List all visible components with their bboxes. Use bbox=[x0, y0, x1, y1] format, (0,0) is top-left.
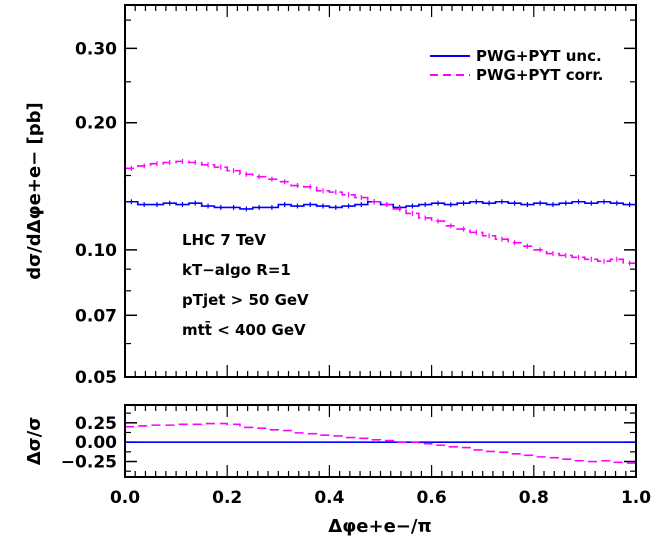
main-series-unc bbox=[125, 200, 636, 210]
main-plot-frame bbox=[124, 4, 637, 378]
x-tick-label: 0.4 bbox=[314, 488, 344, 508]
ratio-y-axis-label: Δσ/σ bbox=[24, 417, 45, 466]
legend: PWG+PYT unc. PWG+PYT corr. bbox=[430, 47, 603, 84]
main-y-tick-label: 0.07 bbox=[75, 306, 117, 326]
main-panel: 0.05 0.07 0.10 0.20 0.30 bbox=[75, 5, 637, 388]
annotation-mtt: mtt̄ < 400 GeV bbox=[182, 319, 306, 339]
main-y-axis-label: dσ/dΔφe+e− [pb] bbox=[24, 102, 45, 279]
main-series-corr bbox=[125, 160, 636, 264]
x-tick-label: 1.0 bbox=[621, 488, 651, 508]
annotation-ptjet: pTjet > 50 GeV bbox=[182, 291, 309, 309]
annotation-lhc: LHC 7 TeV bbox=[182, 231, 266, 249]
ratio-y-tick-label: −0.25 bbox=[61, 453, 117, 473]
series-layer bbox=[125, 158, 636, 464]
x-tick-label: 0.2 bbox=[212, 488, 242, 508]
main-y-tick-label: 0.20 bbox=[75, 114, 117, 134]
x-axis-label: Δφe+e−/π bbox=[328, 516, 431, 537]
legend-label-unc: PWG+PYT unc. bbox=[476, 47, 602, 65]
main-y-tick-label: 0.05 bbox=[75, 368, 117, 388]
annotations: LHC 7 TeV kT−algo R=1 pTjet > 50 GeV mtt… bbox=[182, 231, 309, 339]
x-tick-label: 0.8 bbox=[519, 488, 549, 508]
annotation-algo: kT−algo R=1 bbox=[182, 261, 291, 279]
ratio-y-tick-label: 0.00 bbox=[75, 433, 117, 453]
legend-label-corr: PWG+PYT corr. bbox=[476, 66, 603, 84]
x-tick-label: 0.6 bbox=[417, 488, 447, 508]
ratio-y-tick-label: 0.25 bbox=[75, 414, 117, 434]
x-tick-label: 0.0 bbox=[110, 488, 140, 508]
ratio-panel: 0.0 0.2 0.4 0.6 0.8 1.0 −0.250.000.25 bbox=[61, 405, 651, 508]
main-y-tick-label: 0.30 bbox=[75, 39, 117, 59]
ratio-series-corr bbox=[125, 422, 636, 464]
ratio-plot-frame bbox=[124, 404, 637, 478]
main-y-tick-label: 0.10 bbox=[75, 241, 117, 261]
